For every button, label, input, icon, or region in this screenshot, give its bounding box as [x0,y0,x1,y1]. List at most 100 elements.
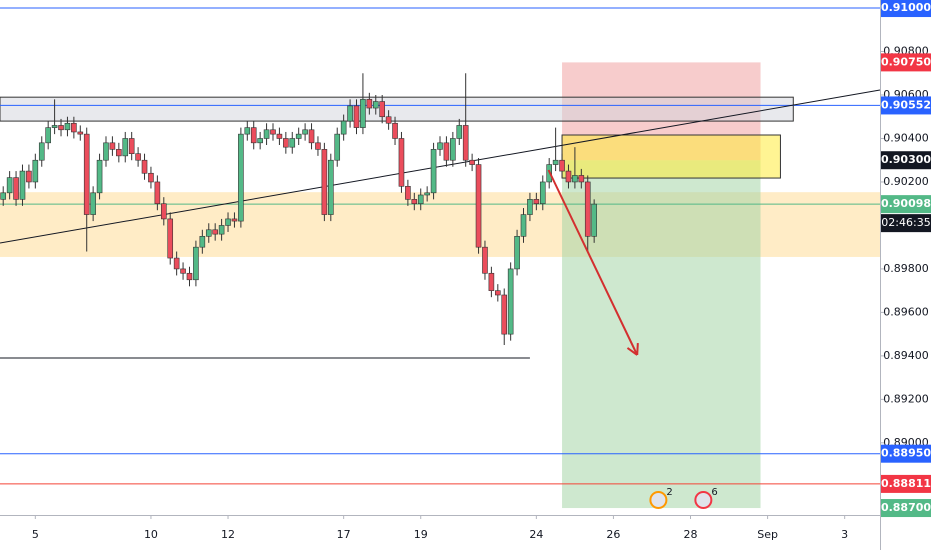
candle-body [231,218,238,222]
x-tick-label: 26 [606,528,620,541]
candle-body [340,120,347,135]
candle-body [514,236,520,270]
candle-body [45,127,51,144]
candle-body [270,129,276,135]
candle-body [141,159,148,174]
candle-body [488,272,495,291]
event-count: 2 [666,487,672,498]
candle-body [507,268,514,335]
candle-body [353,105,360,128]
candle-body [405,186,411,200]
candle-body [103,142,109,161]
candle-body [450,138,456,161]
candle-body [527,199,533,215]
price-label: 0.88700 [881,501,931,514]
candle-body [77,131,84,135]
candle-body [495,290,501,296]
price-label: 0.88811 [881,477,931,490]
candle-body [173,257,180,270]
candle-body [218,225,225,235]
price-label-box [881,53,931,72]
candle-body [238,133,244,222]
candle-body [6,177,13,194]
candle-body [13,177,19,200]
candle-body [96,159,103,194]
drawn-line [0,89,881,244]
candle-body [565,170,572,183]
candle-body [212,229,218,235]
candle-body [533,199,540,204]
candle-body [379,101,385,118]
price-label: 0.90098 [881,197,931,210]
candle-body [372,101,379,109]
candle-body [578,175,585,183]
candle-body [154,181,161,204]
candle-body [501,294,508,335]
x-tick-label: 19 [414,528,428,541]
candle-body [392,122,398,139]
x-tick-label: 12 [221,528,235,541]
candle-body [584,181,591,237]
candle-body [456,125,463,139]
candle-body [83,133,90,215]
candle-body [398,138,405,187]
x-tick-label: 10 [144,528,158,541]
candle-body [250,127,257,144]
candle-body [385,116,392,124]
candle-body [90,192,96,215]
zone [561,134,781,179]
price-label: 0.91000 [881,1,931,14]
price-label-box [881,499,931,518]
x-tick-label: 5 [32,528,39,541]
candle-body [51,125,58,128]
candle-body [572,175,578,183]
y-tick-label: 0.89400 [883,349,929,362]
candle-body [257,138,263,144]
y-tick-label: 0.89200 [883,392,929,405]
candle-body [334,133,341,161]
candle-body [109,142,116,150]
candle-body [122,138,129,157]
candle-body [482,246,488,274]
candle-body [205,229,212,237]
price-label: 0.88950 [881,447,931,460]
event-count: 6 [711,487,717,498]
price-label-box [881,96,931,115]
candle-body [180,268,186,274]
candle-body [199,236,206,248]
candle-body [160,203,167,220]
candle-body [167,218,174,259]
price-label-box [881,195,931,214]
candle-body [116,149,122,157]
y-tick-label: 0.89600 [883,305,929,318]
candle-body [135,153,141,161]
candle-body [38,142,45,161]
price-label: 0.90750 [881,55,931,68]
candle-body [360,99,366,128]
candle-body [302,129,308,135]
candle-body [347,105,353,122]
candle-body [462,125,469,161]
candle-body [328,159,334,215]
candle-body [315,142,321,150]
candle-body [64,122,71,131]
candle-body [193,246,199,281]
candle-body [283,138,289,148]
arrow-head [626,347,638,356]
candle-body [263,129,270,139]
arrow [547,169,639,356]
countdown-box [881,214,931,233]
event-icon [649,491,668,509]
x-tick-label: 3 [841,528,848,541]
candle-body [58,125,64,131]
candle-body [71,122,77,133]
zone [0,96,794,122]
price-label-box [881,444,931,463]
candle-body [321,149,328,215]
candle-body [469,159,475,165]
candle-body [430,149,437,194]
candle-body [411,199,418,204]
price-label-box [881,151,931,170]
